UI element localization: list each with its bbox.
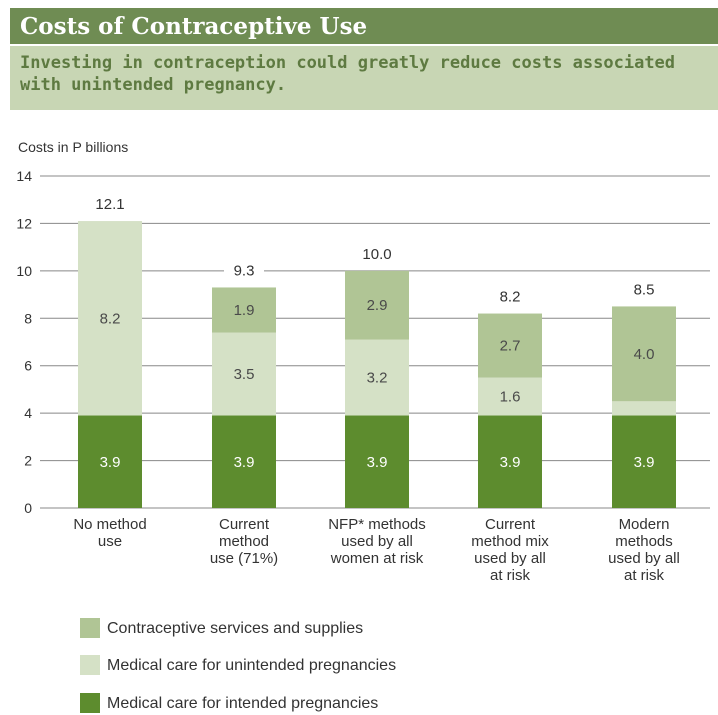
- total-label-bg: [357, 244, 397, 265]
- title-bar: Costs of Contraceptive Use: [10, 8, 718, 44]
- bar-value-label: 2.9: [367, 297, 388, 314]
- bar-segment-contraceptive: [212, 287, 276, 333]
- bar-segment-intended: [478, 415, 542, 508]
- total-label-bg: [90, 195, 130, 216]
- bar-total-label: 10.0: [362, 246, 391, 263]
- bar-segment-unintended: [478, 377, 542, 416]
- bar-value-label: 8.2: [100, 310, 121, 327]
- bar-value-label: 3.5: [234, 366, 255, 383]
- y-tick-label: 2: [24, 453, 32, 469]
- bar-value-label: 3.9: [500, 454, 521, 471]
- x-category-label: used by all: [474, 550, 546, 567]
- bar-segment-unintended: [612, 401, 676, 416]
- x-category-label: use: [98, 533, 122, 550]
- bar-value-label: 2.7: [500, 338, 521, 355]
- bar-total-label: 8.2: [500, 289, 521, 306]
- bar-segment-contraceptive: [345, 270, 409, 340]
- x-category-label: use (71%): [210, 550, 278, 567]
- legend-label-contraceptive: Contraceptive services and supplies: [107, 620, 364, 637]
- y-tick-label: 12: [16, 215, 32, 231]
- bar-segment-unintended: [212, 332, 276, 416]
- legend-swatch-contraceptive: [80, 618, 100, 638]
- x-category-label: used by all: [608, 550, 680, 567]
- x-category-label: method mix: [471, 533, 549, 550]
- bar-value-label: 1.9: [234, 302, 255, 319]
- chart-subtitle: Investing in contraception could greatly…: [20, 53, 676, 95]
- chart-title: Costs of Contraceptive Use: [20, 13, 368, 40]
- bar-value-label: 3.9: [367, 454, 388, 471]
- bar-value-label: 3.9: [634, 454, 655, 471]
- x-category-label: women at risk: [330, 550, 424, 567]
- x-category-label: at risk: [624, 567, 665, 584]
- x-category-label: Current: [219, 516, 270, 533]
- bar-total-label: 12.1: [95, 196, 124, 213]
- total-label-bg: [624, 280, 664, 301]
- total-label-bg: [490, 287, 530, 308]
- legend-label-intended: Medical care for intended pregnancies: [107, 695, 379, 712]
- y-tick-label: 10: [16, 263, 32, 279]
- legend-swatch-unintended: [80, 655, 100, 675]
- x-category-label: No method: [73, 516, 146, 533]
- bar-total-label: 8.5: [634, 281, 655, 298]
- y-tick-label: 6: [24, 358, 32, 374]
- bar-segment-unintended: [78, 221, 142, 416]
- bar-segment-intended: [345, 415, 409, 508]
- y-tick-label: 0: [24, 500, 32, 516]
- y-tick-label: 14: [16, 168, 32, 184]
- x-category-label: Modern: [619, 516, 670, 533]
- x-category-label: at risk: [490, 567, 531, 584]
- bar-value-label: 3.2: [367, 370, 388, 387]
- x-category-label: Current: [485, 516, 536, 533]
- bar-total-label: 9.3: [234, 262, 255, 279]
- subtitle-bar: Investing in contraception could greatly…: [10, 46, 718, 110]
- legend-label-unintended: Medical care for unintended pregnancies: [107, 657, 397, 674]
- bar-value-label: 3.9: [234, 454, 255, 471]
- x-category-label: NFP* methods: [328, 516, 426, 533]
- x-category-label: method: [219, 533, 269, 550]
- bar-segment-intended: [212, 415, 276, 508]
- legend-swatch-intended: [80, 693, 100, 713]
- bar-segment-unintended: [345, 339, 409, 416]
- y-tick-label: 8: [24, 310, 32, 326]
- bar-segment-intended: [612, 415, 676, 508]
- bar-value-label: 4.0: [634, 346, 655, 363]
- bar-segment-intended: [78, 415, 142, 508]
- y-tick-label: 4: [24, 405, 32, 421]
- bar-segment-contraceptive: [478, 313, 542, 378]
- bar-segment-contraceptive: [612, 306, 676, 402]
- total-label-bg: [224, 261, 264, 282]
- bar-value-label: 3.9: [100, 454, 121, 471]
- bar-value-label: 1.6: [500, 389, 521, 406]
- x-category-label: used by all: [341, 533, 413, 550]
- x-category-label: methods: [615, 533, 673, 550]
- y-axis-label: Costs in P billions: [18, 139, 129, 155]
